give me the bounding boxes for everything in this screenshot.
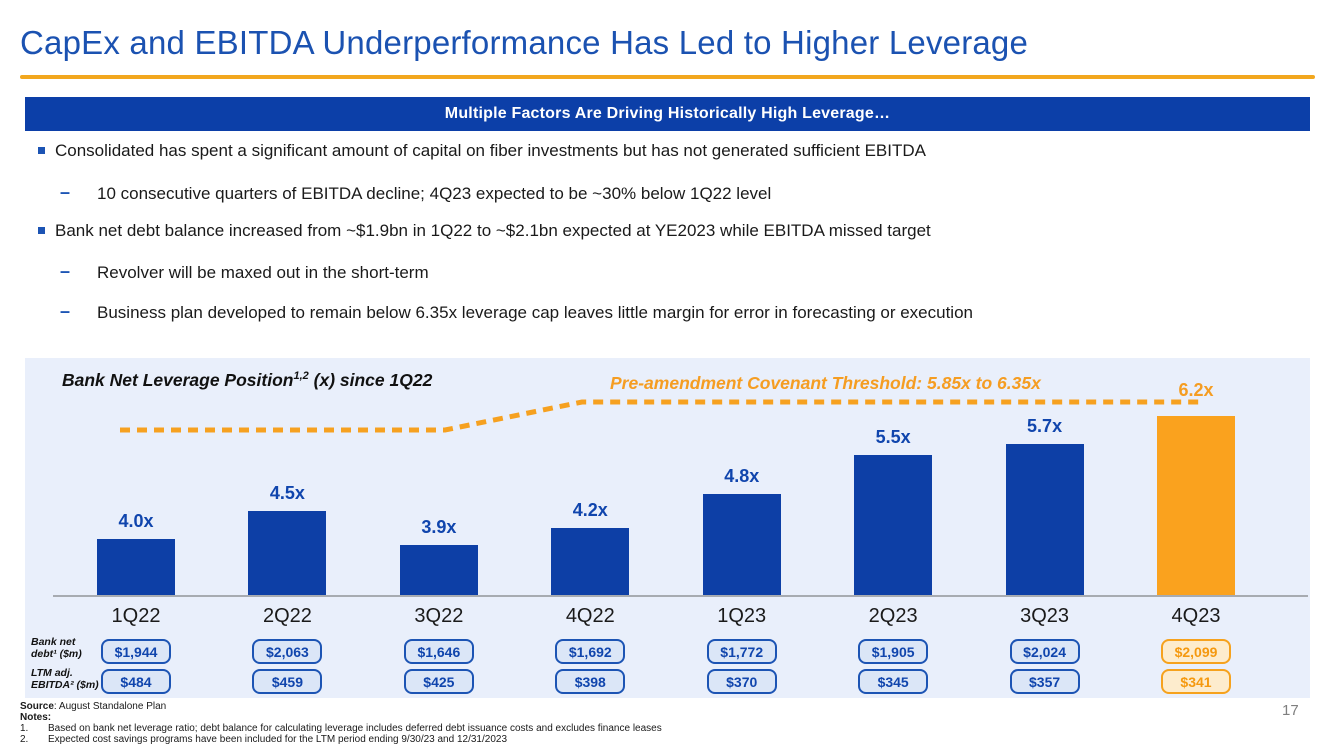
data-pill: $2,024 [1009,639,1080,664]
data-pill: $2,099 [1161,639,1231,664]
dash-bullet-icon: – [60,182,71,202]
data-pill: $484 [101,669,171,694]
data-pill: $459 [252,669,323,694]
bar-value-label: 4.2x [572,500,608,520]
data-pill: $425 [403,669,474,694]
chart-title: Bank Net Leverage Position1,2 (x) since … [62,370,433,390]
bar-value-label: 4.5x [269,483,305,503]
dash-bullet-icon: – [60,301,71,321]
dash-bullet-icon: – [60,261,71,281]
bullet-text: Business plan developed to remain below … [97,303,973,322]
data-pill: $1,944 [101,639,171,664]
bullet-text: Bank net debt balance increased from ~$1… [55,221,931,240]
banner-text: Multiple Factors Are Driving Historicall… [444,105,891,122]
row-label: Bank net debt¹ ($m) [31,636,82,660]
note-item: 1. Based on bank net leverage ratio; debt… [20,723,662,734]
data-pill: $1,905 [858,639,929,664]
bullet-text: 10 consecutive quarters of EBITDA declin… [97,184,772,203]
bar-value-label: 3.9x [421,517,457,537]
bar-2Q22 [248,511,327,595]
data-pill: $1,692 [555,639,626,664]
bar-value-label: 4.8x [724,466,760,486]
chart-title-superscript: 1,2 [293,370,309,383]
bullet-text: Consolidated has spent a significant amo… [55,141,926,160]
bar-4Q22 [551,528,630,595]
bar-1Q23 [702,494,781,595]
bar-4Q23 [1157,416,1235,595]
page-number: 17 [1282,702,1299,719]
bar-2Q23 [854,455,933,595]
x-axis-label: 2Q22 [262,605,312,627]
bar-value-label: 5.7x [1027,416,1063,436]
bar-value-label: 5.5x [875,427,911,447]
x-axis-label: 1Q22 [111,605,161,627]
source-label: Source [20,701,54,712]
page-title: CapEx and EBITDA Underperformance Has Le… [20,24,1029,61]
data-pill: $341 [1161,669,1231,694]
x-axis-label: 4Q22 [565,605,615,627]
notes-label: Notes: [20,712,52,723]
data-pill: $1,646 [403,639,474,664]
x-axis-line [53,595,1308,597]
note-item: 2. Expected cost savings programs have be… [20,734,508,745]
square-bullet-icon [38,227,45,234]
bar-1Q22 [97,539,175,595]
data-pill: $357 [1009,669,1080,694]
covenant-threshold-line [120,399,1200,433]
x-axis-label: 2Q23 [868,605,918,627]
square-bullet-icon [38,147,45,154]
x-axis-label: 1Q23 [717,605,767,627]
data-pill: $345 [858,669,929,694]
title-underline [20,75,1315,79]
bullet-text: Revolver will be maxed out in the short-… [97,263,429,282]
source-text: : August Standalone Plan [53,701,167,712]
data-pill: $2,063 [252,639,323,664]
bar-value-label: 6.2x [1178,380,1214,400]
data-pill: $398 [555,669,626,694]
x-axis-label: 3Q23 [1020,605,1070,627]
x-axis-label: 4Q23 [1171,605,1221,627]
row-label: LTM adj. EBITDA² ($m) [31,667,99,691]
bar-value-label: 4.0x [118,511,154,531]
covenant-threshold-label: Pre-amendment Covenant Threshold: 5.85x … [610,373,1041,393]
bar-3Q22 [399,545,478,595]
bar-3Q23 [1005,444,1084,595]
data-pill: $370 [706,669,777,694]
x-axis-label: 3Q22 [414,605,464,627]
data-pill: $1,772 [706,639,777,664]
chart-panel: Bank Net Leverage Position1,2 (x) since … [25,358,1310,698]
banner: Multiple Factors Are Driving Historicall… [25,97,1310,131]
source-line: Source: August Standalone Plan [20,701,166,712]
